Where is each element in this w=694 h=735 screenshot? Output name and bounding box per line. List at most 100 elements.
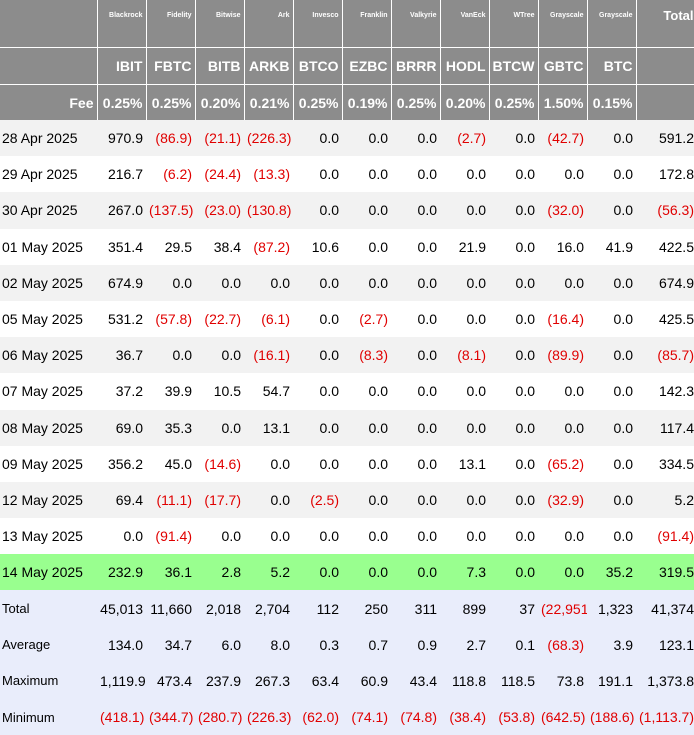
flow-value: 0.0 (613, 311, 633, 328)
flow-value: 0.0 (564, 564, 584, 581)
ticker-label: BTCW (489, 47, 539, 85)
flow-value: (2.7) (457, 130, 486, 147)
fee-value: 1.50% (538, 84, 588, 120)
flow-value: 0.0 (417, 491, 437, 508)
issuer-label: Valkyrie (391, 0, 441, 48)
table-row: 01 May 2025 351.4 29.5 38.4 (87.2) 10.6 0.0 0.0… (0, 228, 694, 265)
summary-value: 134.0 (97, 626, 146, 663)
flow-value: 37.2 (115, 383, 143, 400)
fee-value: 0.25% (391, 84, 441, 120)
summary-value: (642.5) (538, 699, 587, 735)
table-row: 09 May 2025 356.2 45.0 (14.6) 0.0 0.0 0.0 0.0 13… (0, 445, 694, 482)
issuer-row: Blackrock Fidelity Bitwise Ark Invesco F… (0, 0, 694, 48)
flow-value: 0.0 (319, 166, 339, 183)
fee-value: 0.15% (587, 84, 637, 120)
flow-value: 13.1 (458, 455, 486, 472)
flow-value: 45.0 (164, 455, 192, 472)
summary-value: (280.7) (195, 699, 244, 735)
summary-value: 191.1 (587, 662, 636, 699)
flow-value: 232.9 (107, 564, 143, 581)
row-date: 30 Apr 2025 (2, 202, 78, 219)
ticker-label: BTC (587, 47, 637, 85)
fee-value: 0.20% (440, 84, 490, 120)
row-total: (56.3) (657, 202, 694, 219)
flow-value: 0.0 (515, 347, 535, 364)
flow-value: 0.0 (515, 455, 535, 472)
flow-value: 674.9 (107, 274, 143, 291)
fee-value: 0.20% (195, 84, 245, 120)
flow-value: 16.0 (556, 238, 584, 255)
flow-value: (24.4) (204, 166, 241, 183)
flow-value: (14.6) (204, 455, 241, 472)
issuer-label: Franklin (342, 0, 392, 48)
flow-value: 0.0 (417, 311, 437, 328)
summary-value: 0.9 (391, 626, 440, 663)
ticker-label: BITB (195, 47, 245, 85)
flow-value: 0.0 (417, 238, 437, 255)
flow-value: 0.0 (417, 130, 437, 147)
flow-value: (2.7) (359, 311, 388, 328)
fee-value: 0.25% (146, 84, 196, 120)
summary-value: (62.0) (293, 699, 342, 735)
flow-value: 29.5 (164, 238, 192, 255)
ticker-label: GBTC (538, 47, 588, 85)
flow-value: (57.8) (155, 311, 192, 328)
summary-label: Minimum (0, 699, 97, 735)
row-total: 422.5 (658, 238, 694, 255)
flow-value: 41.9 (605, 238, 633, 255)
flow-value: 0.0 (319, 455, 339, 472)
flow-value: 0.0 (466, 202, 486, 219)
flow-value: 0.0 (319, 528, 339, 545)
flow-value: (6.1) (261, 311, 290, 328)
flow-value: 0.0 (564, 419, 584, 436)
flow-value: 54.7 (262, 383, 290, 400)
flow-value: 0.0 (221, 274, 241, 291)
fee-label: Fee (0, 84, 98, 120)
flow-value: 0.0 (466, 274, 486, 291)
flow-value: 0.0 (319, 130, 339, 147)
flow-value: 0.0 (270, 491, 290, 508)
flow-value: 0.0 (123, 528, 143, 545)
fee-value: 0.25% (489, 84, 539, 120)
flow-value: 0.0 (368, 491, 388, 508)
summary-value: 1,323 (587, 590, 636, 627)
table-row: 05 May 2025 531.2 (57.8) (22.7) (6.1) 0.0 (2.7… (0, 300, 694, 338)
flow-value: 0.0 (417, 419, 437, 436)
row-total: 674.9 (658, 274, 694, 291)
flow-value: 0.0 (515, 564, 535, 581)
flow-value: (87.2) (253, 238, 290, 255)
summary-value: 8.0 (244, 626, 293, 663)
flow-value: (6.2) (163, 166, 192, 183)
row-date: 08 May 2025 (2, 419, 83, 436)
issuer-label: Grayscale (538, 0, 588, 48)
flow-value: 0.0 (417, 455, 437, 472)
flow-value: 0.0 (515, 419, 535, 436)
summary-value: 237.9 (195, 662, 244, 699)
flow-value: 0.0 (564, 528, 584, 545)
flow-value: 0.0 (319, 202, 339, 219)
summary-value: 112 (293, 590, 342, 627)
flow-value: 38.4 (213, 238, 241, 255)
flow-value: (89.9) (547, 347, 584, 364)
flow-value: (2.5) (310, 491, 339, 508)
summary-row: Maximum 1,119.9 473.4 237.9 267.3 63.4 60.9 43.… (0, 662, 694, 699)
flow-value: (8.3) (359, 347, 388, 364)
table-body: 28 Apr 2025 970.9 (86.9) (21.1) (226.3) 0.0 0.… (0, 120, 694, 735)
ticker-label: BTCO (293, 47, 343, 85)
flow-value: 0.0 (515, 202, 535, 219)
summary-label: Average (0, 626, 97, 663)
fee-row: Fee 0.25% 0.25% 0.20% 0.21% 0.25% 0.19% … (0, 84, 694, 120)
fee-value: 0.25% (97, 84, 147, 120)
table-row: 08 May 2025 69.0 35.3 0.0 13.1 0.0 0.0 0.0 0.0 0.… (0, 409, 694, 446)
summary-value: 73.8 (538, 662, 587, 699)
flow-value: (226.3) (247, 130, 292, 147)
summary-row: Average 134.0 34.7 6.0 8.0 0.3 0.7 0.9 2.7 0.1 (68… (0, 626, 694, 663)
row-total: 172.8 (658, 166, 694, 183)
flow-value: 351.4 (107, 238, 143, 255)
flow-value: 0.0 (613, 166, 633, 183)
summary-value: 473.4 (146, 662, 195, 699)
summary-value: (226.3) (244, 699, 293, 735)
summary-value: 43.4 (391, 662, 440, 699)
flow-value: (17.7) (204, 491, 241, 508)
issuer-label: Fidelity (146, 0, 196, 48)
